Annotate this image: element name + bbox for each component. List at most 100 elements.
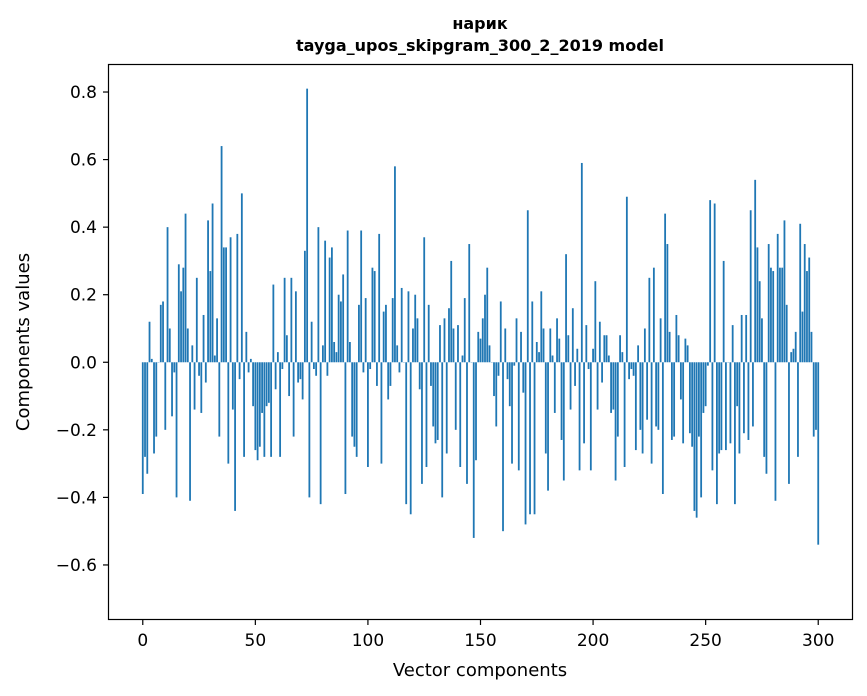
bar [263,362,266,457]
bar [321,345,324,363]
bar [779,267,781,363]
bar [607,355,610,363]
bar [738,362,741,454]
chart-title: нарик [452,14,508,33]
bar [817,362,820,545]
bar [301,362,304,400]
bar [612,362,615,410]
bar [688,362,691,434]
bar [400,287,403,363]
bar [378,233,381,363]
bar [216,318,218,363]
bar [367,362,369,467]
bar [270,362,273,457]
bar [725,362,727,451]
bar [661,362,664,495]
bar [279,362,282,457]
bar [788,362,790,484]
bar [812,362,815,437]
bar [387,362,390,400]
bar [256,362,259,461]
bar [749,210,752,363]
bar [198,362,200,376]
bar [306,88,309,363]
bar [587,362,590,370]
bar [274,362,277,390]
bar [409,362,412,515]
bar [508,362,511,407]
bar [639,362,642,430]
bar [326,362,329,376]
bar [815,362,817,430]
bar [358,304,360,363]
bar [189,362,191,501]
bar [144,362,146,457]
bar [583,362,585,444]
bar [376,362,378,386]
bar [560,362,563,440]
bar [186,328,189,363]
bar [637,345,640,363]
bar [610,362,612,413]
y-axis-label: Components values [13,253,34,431]
bar [544,362,547,454]
bar [182,267,185,363]
bar [225,247,227,363]
bar [389,362,392,386]
bar [531,301,534,363]
bar [655,362,658,427]
bar [679,362,682,400]
bar [740,314,743,363]
bar [310,321,313,363]
bar [790,352,793,363]
bar [709,200,712,363]
bar [625,196,628,363]
bar [592,348,594,363]
x-tick-label: 0 [137,631,148,651]
bar [254,362,257,451]
bar [614,362,617,481]
bar [227,362,230,464]
bar [558,338,561,363]
bar [164,362,167,430]
bar [475,362,477,461]
y-tick-label: 0.0 [70,353,97,373]
bar [405,362,408,505]
bar [146,362,149,474]
bar [763,362,766,457]
bar [526,210,529,363]
bar [362,362,365,373]
bar [713,203,716,363]
bar [556,318,558,363]
bar [234,362,236,511]
bar [396,345,399,363]
bar [319,362,322,505]
bar [533,362,536,515]
bar [752,362,754,427]
bar [758,281,761,363]
bar [668,331,671,363]
bar [517,362,520,471]
bar [150,358,153,363]
bar [283,277,286,363]
bar [754,179,757,363]
bar [213,355,216,363]
x-tick-label: 250 [689,631,721,651]
bar [394,166,396,363]
bar [220,146,223,363]
bar [553,362,556,413]
plot-frame [107,63,854,621]
bar [542,328,545,363]
bar [801,311,804,363]
bar [652,267,655,363]
bar [355,362,358,457]
bar [511,362,513,464]
bar [693,362,696,511]
bar [540,291,543,363]
bar [673,362,676,437]
bar [308,362,311,498]
bar [436,362,439,440]
bar [702,362,705,413]
bar [803,244,806,363]
